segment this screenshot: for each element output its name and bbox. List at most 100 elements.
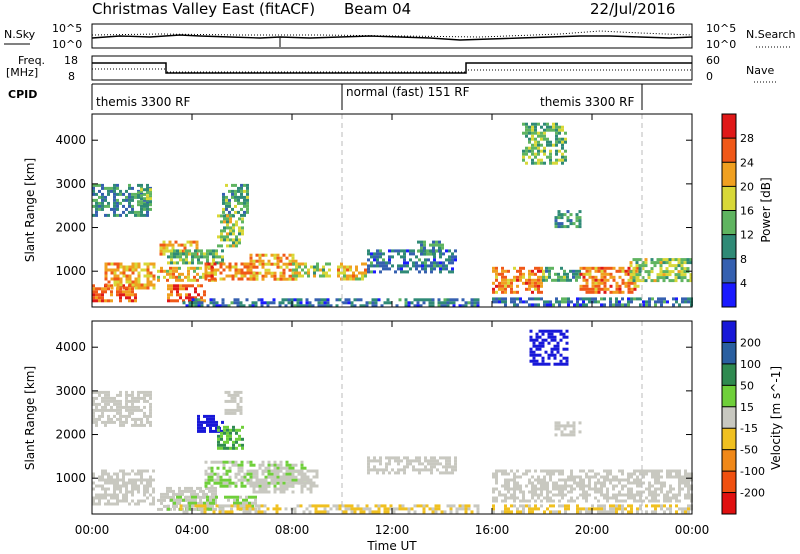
- velocity-cell: [239, 501, 242, 505]
- velocity-cell: [565, 347, 569, 351]
- velocity-cell: [350, 507, 354, 511]
- power-cell: [627, 303, 630, 307]
- power-cell: [635, 273, 639, 277]
- velocity-cell: [125, 414, 128, 418]
- power-cell: [630, 281, 634, 285]
- power-cell: [606, 278, 610, 282]
- power-cell: [237, 277, 241, 281]
- velocity-cell: [212, 414, 215, 418]
- velocity-cell: [431, 510, 435, 514]
- power-cell: [122, 204, 125, 208]
- power-cell: [168, 240, 172, 244]
- power-cell: [216, 268, 220, 272]
- power-cell: [194, 298, 198, 302]
- power-cell: [131, 262, 135, 266]
- power-cell: [498, 281, 501, 285]
- power-cell: [412, 264, 415, 268]
- power-cell: [122, 192, 125, 196]
- power-cell: [255, 277, 259, 281]
- velocity-cell: [422, 510, 426, 514]
- power-cell: [290, 298, 294, 302]
- velocity-cell: [232, 425, 235, 429]
- power-cell: [594, 284, 598, 288]
- velocity-cell: [687, 487, 690, 491]
- velocity-cell: [513, 478, 516, 482]
- velocity-cell: [642, 475, 645, 479]
- power-cell: [555, 149, 558, 153]
- power-cell: [540, 161, 543, 165]
- power-cell: [618, 266, 622, 270]
- power-cell: [246, 189, 249, 193]
- power-cell: [337, 268, 340, 272]
- velocity-cell: [303, 484, 307, 488]
- velocity-ylabel: Slant Range [km]: [23, 366, 37, 470]
- power-cell: [228, 268, 232, 272]
- velocity-cell: [651, 504, 654, 508]
- velocity-cell: [242, 501, 245, 505]
- velocity-cell: [293, 507, 297, 511]
- power-cell: [561, 128, 564, 132]
- power-cell: [95, 183, 98, 187]
- velocity-cell: [513, 481, 516, 485]
- power-cell: [98, 207, 101, 211]
- power-cell: [373, 264, 376, 268]
- velocity-cell: [452, 504, 456, 508]
- power-cell: [412, 261, 415, 265]
- power-cell: [146, 271, 150, 275]
- power-cell: [176, 287, 179, 291]
- velocity-cell: [160, 498, 163, 502]
- power-cell: [179, 255, 182, 259]
- power-cell: [355, 277, 358, 281]
- velocity-cell: [175, 504, 178, 508]
- power-cell: [237, 210, 240, 214]
- power-cell: [379, 270, 382, 274]
- power-cell: [680, 279, 684, 283]
- power-cell: [225, 198, 228, 202]
- power-cell: [376, 261, 379, 265]
- power-cell: [668, 264, 672, 268]
- power-cell: [146, 265, 150, 269]
- power-cell: [445, 267, 448, 271]
- velocity-cell: [666, 475, 669, 479]
- power-cell: [200, 249, 203, 253]
- velocity-cell: [528, 469, 531, 473]
- velocity-cell: [300, 475, 304, 479]
- velocity-cell: [612, 510, 615, 514]
- power-cell: [683, 258, 687, 262]
- velocity-cell: [206, 498, 209, 502]
- velocity-cell: [214, 486, 217, 490]
- power-cell: [209, 249, 212, 253]
- power-cell: [248, 304, 252, 308]
- power-cell: [296, 298, 300, 302]
- power-cell: [143, 192, 146, 196]
- power-cell: [537, 131, 540, 135]
- power-cell: [246, 210, 249, 214]
- power-cell: [575, 216, 579, 220]
- power-cell: [308, 304, 312, 308]
- power-cell: [504, 297, 507, 301]
- power-ytick-label: 1000: [55, 264, 86, 278]
- power-cell: [566, 225, 570, 229]
- velocity-cell: [178, 489, 181, 493]
- velocity-cell: [621, 487, 624, 491]
- power-cell: [170, 255, 173, 259]
- velocity-cell: [424, 456, 427, 460]
- power-cell: [240, 186, 243, 190]
- power-cell: [476, 298, 480, 302]
- power-cell: [531, 278, 534, 282]
- velocity-cell: [618, 493, 621, 497]
- power-cell: [232, 244, 235, 248]
- power-cell: [424, 258, 427, 262]
- power-cell: [238, 226, 241, 230]
- velocity-cell: [537, 493, 540, 497]
- velocity-cell: [152, 469, 155, 473]
- power-cell: [531, 158, 534, 162]
- velocity-cell: [576, 507, 579, 511]
- velocity-cell: [235, 437, 238, 441]
- velocity-cell: [588, 493, 591, 497]
- velocity-ytick-label: 1000: [55, 471, 86, 485]
- power-cell: [125, 268, 129, 272]
- velocity-cell: [229, 431, 232, 435]
- power-cell: [221, 301, 225, 305]
